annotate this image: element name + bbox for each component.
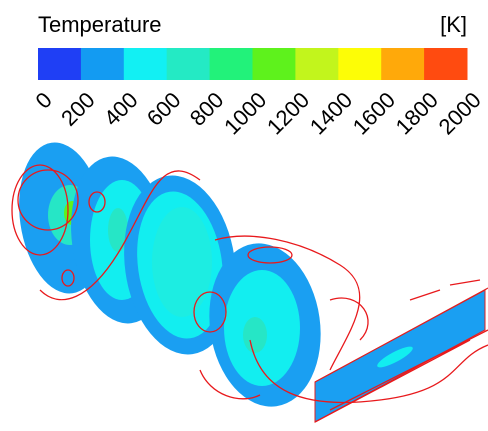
tick-label: 400 <box>99 87 143 131</box>
tick-label: 1000 <box>219 87 271 139</box>
colorbar-segment <box>338 48 381 80</box>
legend-unit: [K] <box>440 12 467 37</box>
colorbar-segment <box>81 48 124 80</box>
visualization <box>10 137 488 422</box>
legend-title: Temperature <box>38 12 162 37</box>
colorbar-segment <box>253 48 296 80</box>
contour <box>243 317 267 353</box>
colorbar-segment <box>38 48 81 80</box>
tick-label: 2000 <box>434 87 486 139</box>
tick-label: 1600 <box>348 87 400 139</box>
tick-label: 200 <box>56 87 100 131</box>
colorbar-segment <box>295 48 338 80</box>
contour <box>152 207 212 317</box>
tick-label: 1800 <box>391 87 443 139</box>
tick-label: 600 <box>142 87 186 131</box>
tick-label: 1400 <box>305 87 357 139</box>
colorbar-segment <box>167 48 210 80</box>
screenshot: Temperature [K] <box>0 0 488 431</box>
tick-label: 1200 <box>262 87 314 139</box>
colorbar-segment <box>381 48 424 80</box>
colorbar-segment <box>210 48 253 80</box>
colorbar <box>38 48 468 80</box>
tick-label: 0 <box>31 87 57 113</box>
colorbar-segment <box>124 48 167 80</box>
colorbar-segment <box>424 48 467 80</box>
